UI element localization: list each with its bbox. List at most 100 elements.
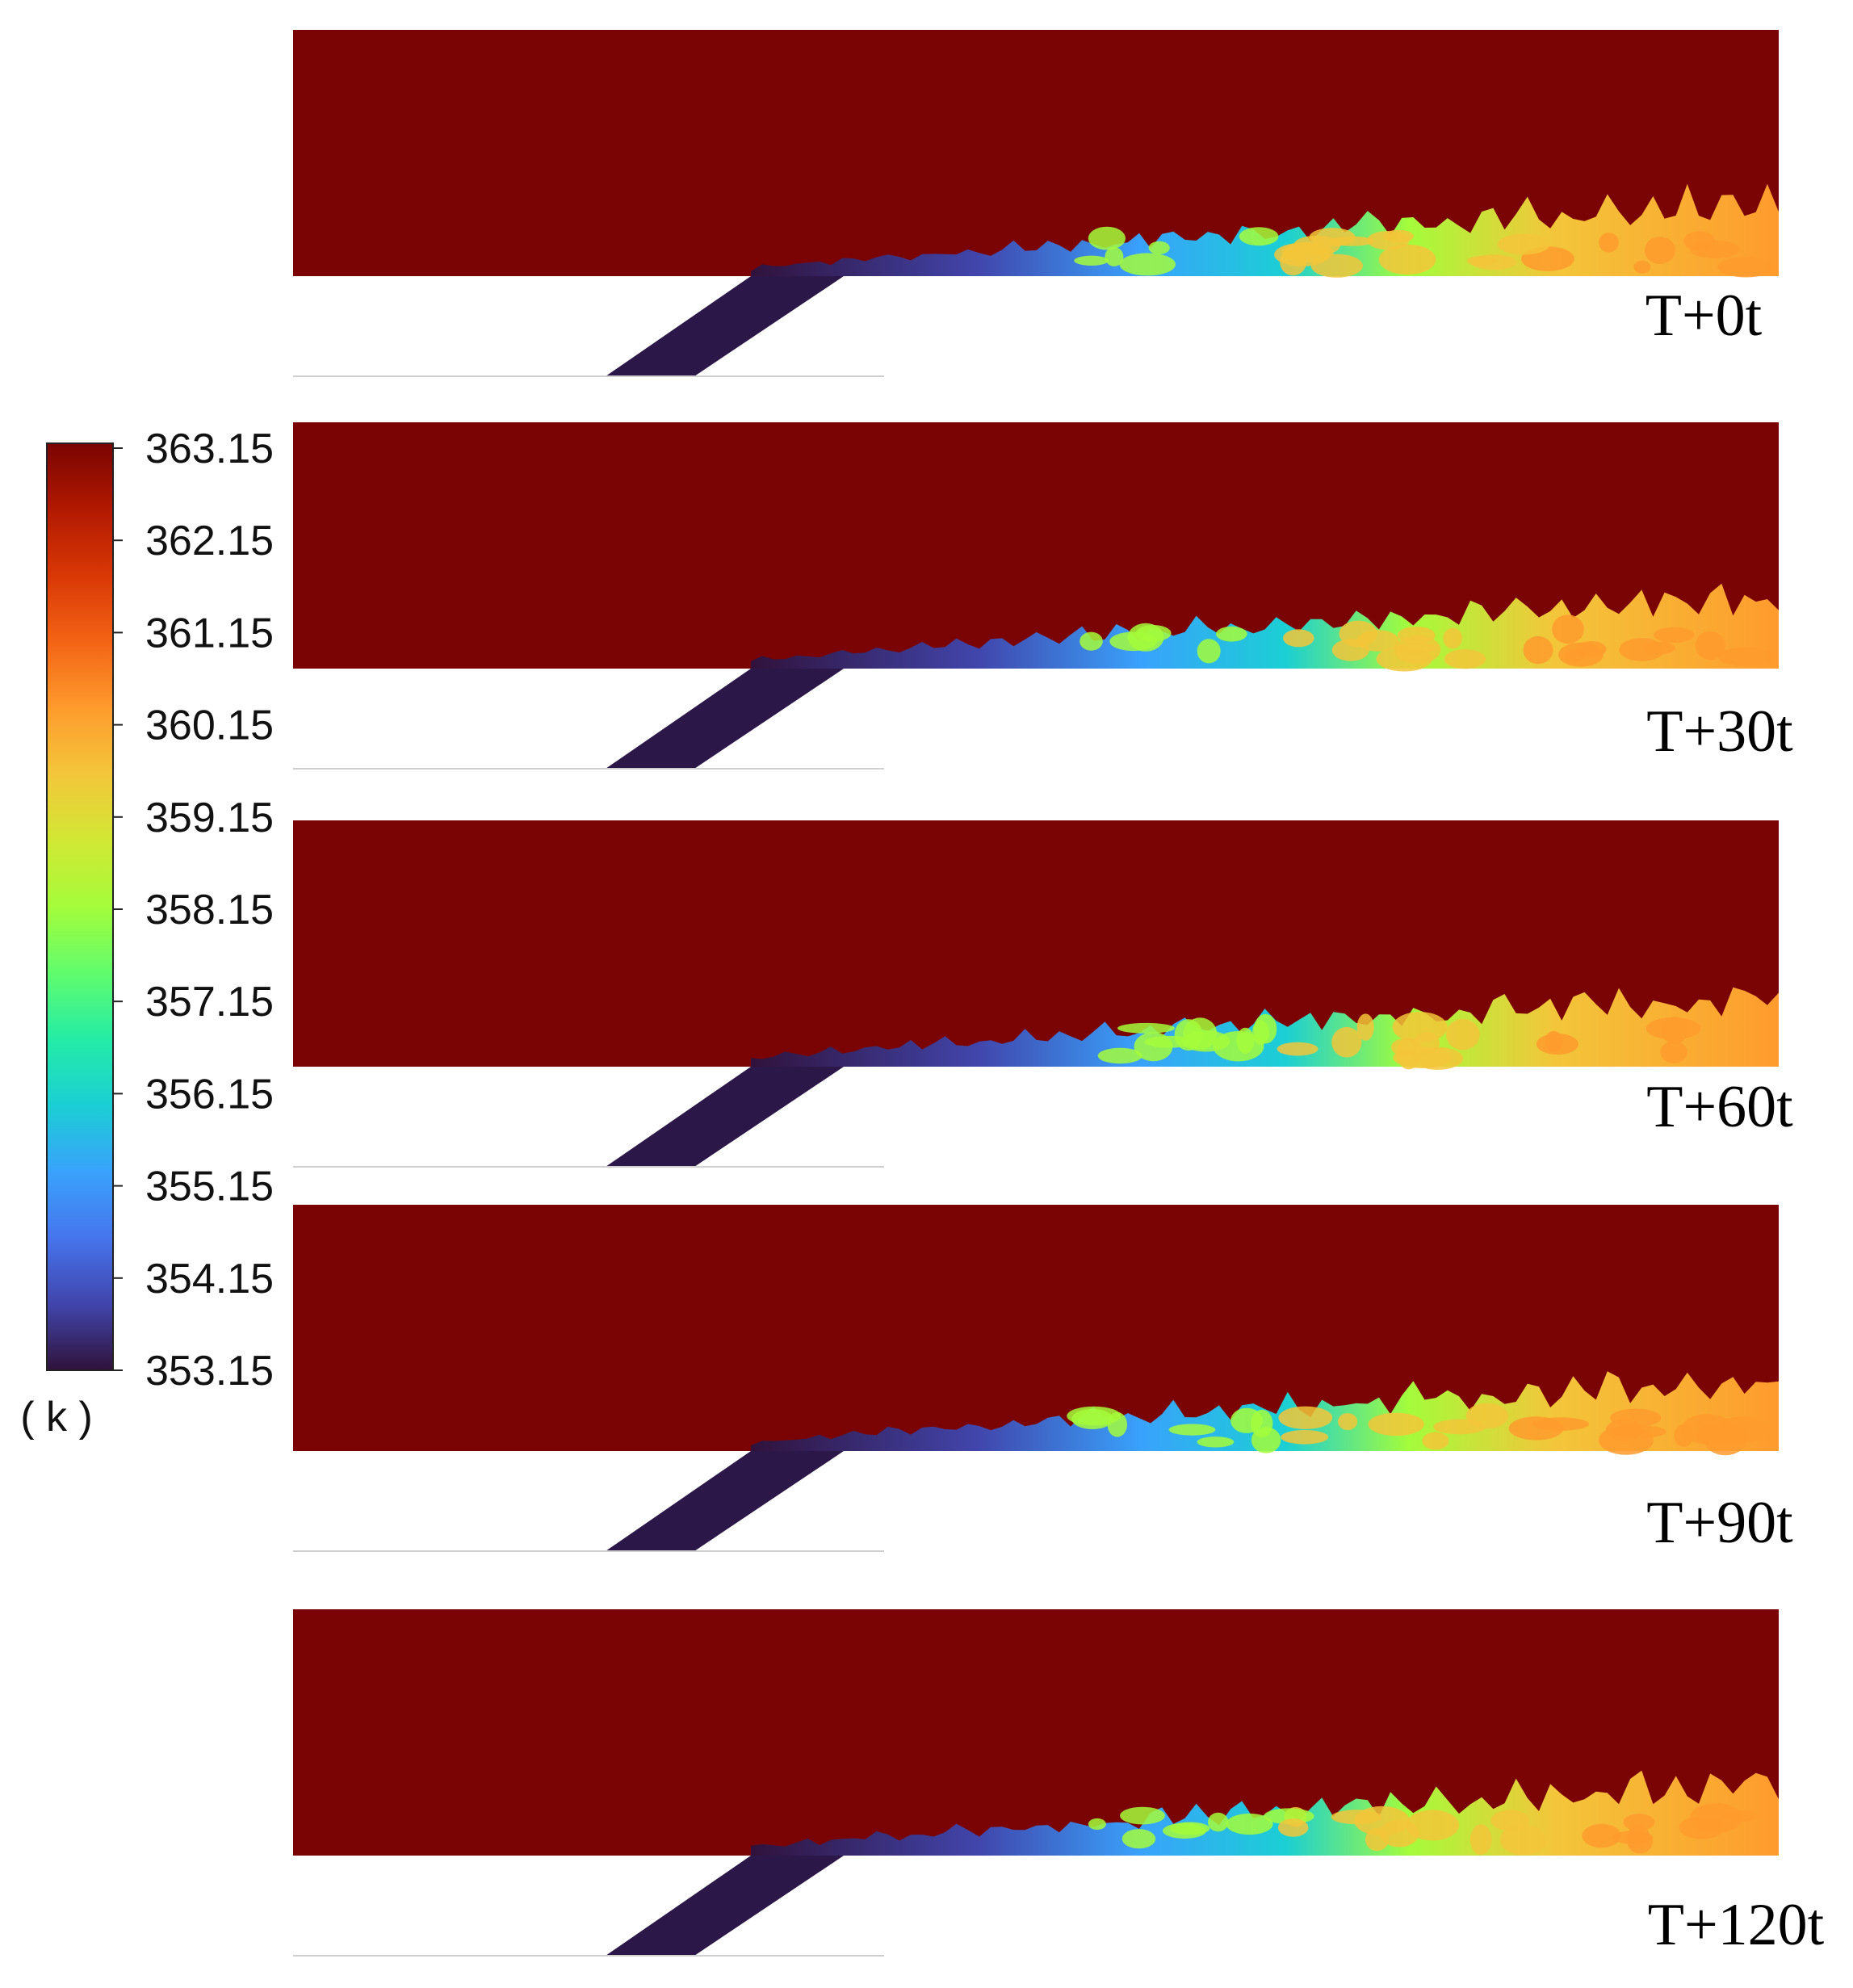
turbulent-eddy [1168, 1424, 1216, 1436]
turbulent-eddy [1120, 1806, 1165, 1825]
turbulent-eddy [1599, 233, 1619, 253]
turbulent-eddy [1378, 244, 1436, 275]
turbulent-eddy [1117, 1022, 1175, 1034]
time-label: T+30t [1646, 698, 1793, 765]
turbulent-eddy [1080, 631, 1103, 651]
colorbar-tick-label: 354.15 [145, 1256, 274, 1302]
time-label: T+90t [1646, 1490, 1793, 1556]
turbulent-eddy [1717, 647, 1775, 666]
turbulent-eddy [1536, 1033, 1578, 1055]
turbulent-eddy [1339, 620, 1377, 648]
turbulent-eddy [1422, 1432, 1449, 1450]
turbulent-eddy [1088, 226, 1126, 250]
turbulent-eddy [1674, 1424, 1694, 1447]
turbulent-eddy [1254, 1013, 1277, 1044]
turbulent-eddy [1633, 260, 1651, 274]
turbulent-eddy [1715, 1416, 1769, 1443]
turbulent-eddy [1397, 626, 1436, 644]
time-label: T+0t [1645, 283, 1763, 349]
turbulent-eddy [1508, 1416, 1564, 1441]
injector-channel [606, 1451, 844, 1551]
turbulent-eddy [1197, 639, 1221, 664]
colorbar-tick-label: 356.15 [145, 1071, 274, 1118]
turbulent-eddy [1446, 1018, 1480, 1051]
turbulent-eddy [1654, 627, 1695, 644]
turbulent-eddy [1500, 1824, 1547, 1856]
turbulent-eddy [1471, 254, 1516, 271]
turbulent-eddy [1067, 1406, 1121, 1426]
colorbar-tick-label: 353.15 [145, 1348, 274, 1395]
contour-panels: T+0t T+30t T+60t T+90t T+120t [293, 30, 1825, 1958]
turbulent-eddy [1695, 631, 1725, 661]
turbulent-eddy [1105, 246, 1124, 266]
turbulent-eddy [1239, 227, 1279, 246]
turbulent-eddy [1660, 1041, 1687, 1063]
turbulent-eddy [1354, 1806, 1410, 1836]
time-label: T+60t [1646, 1074, 1793, 1140]
turbulent-eddy [1119, 253, 1176, 276]
turbulent-eddy [1331, 1026, 1362, 1058]
turbulent-eddy [1197, 1436, 1235, 1448]
turbulent-eddy [1208, 1812, 1229, 1832]
injector-channel [606, 276, 844, 376]
turbulent-eddy [1216, 626, 1247, 642]
turbulent-eddy [1368, 1412, 1424, 1436]
turbulent-eddy [1088, 1818, 1106, 1831]
turbulent-eddy [1329, 236, 1374, 246]
injector-channel [606, 669, 844, 769]
turbulent-eddy [1163, 1822, 1206, 1839]
injector-channel [606, 1067, 844, 1167]
turbulent-eddy [1148, 241, 1170, 254]
turbulent-eddy [1097, 1047, 1142, 1064]
colorbar-unit: ( k ) [20, 1394, 93, 1441]
turbulent-eddy [1281, 1430, 1329, 1445]
colorbar-gradient [46, 442, 114, 1371]
contour-panel: T+0t [293, 30, 1779, 377]
colorbar-tick-label: 358.15 [145, 887, 274, 933]
turbulent-eddy [1582, 1823, 1621, 1848]
colorbar-tick-label: 360.15 [145, 703, 274, 749]
colorbar-ticks: 363.15 362.15 361.15 360.15 359.15 358.15 357.… [113, 426, 274, 1395]
turbulent-eddy [1523, 635, 1553, 665]
turbulent-eddy [1497, 233, 1550, 255]
colorbar: 363.15 362.15 361.15 360.15 359.15 358.15 357.… [20, 426, 274, 1441]
turbulent-eddy [1274, 242, 1331, 266]
turbulent-eddy [1642, 641, 1675, 655]
turbulent-eddy [1392, 1012, 1448, 1042]
turbulent-eddy [1627, 1830, 1653, 1854]
colorbar-tick-label: 361.15 [145, 610, 274, 656]
turbulent-eddy [1552, 614, 1584, 644]
contour-panel: T+90t [293, 1205, 1793, 1556]
turbulent-eddy [1465, 1403, 1508, 1429]
turbulent-eddy [1278, 1406, 1333, 1430]
contour-panel: T+60t [293, 820, 1793, 1168]
injector-channel [606, 1856, 844, 1956]
turbulent-eddy [1383, 229, 1414, 243]
cold-plume [751, 583, 1779, 669]
contour-panel: T+30t [293, 422, 1793, 770]
colorbar-tick-label: 355.15 [145, 1164, 274, 1210]
turbulent-eddy [1645, 1017, 1701, 1040]
turbulent-eddy [1690, 240, 1739, 259]
turbulent-eddy [1251, 1427, 1281, 1453]
turbulent-eddy [1444, 649, 1486, 669]
contour-panel: T+120t [293, 1609, 1825, 1958]
turbulent-eddy [1121, 1829, 1156, 1849]
turbulent-eddy [1393, 1046, 1452, 1068]
turbulent-eddy [1610, 1408, 1662, 1428]
turbulent-eddy [1226, 1813, 1273, 1835]
turbulent-eddy [1283, 629, 1314, 648]
colorbar-tick-label: 363.15 [145, 426, 274, 472]
colorbar-tick-label: 357.15 [145, 979, 274, 1025]
turbulent-eddy [1338, 1413, 1358, 1430]
turbulent-eddy [1277, 1818, 1309, 1837]
turbulent-eddy [1230, 1407, 1263, 1433]
turbulent-eddy [1074, 255, 1109, 266]
turbulent-eddy [1356, 1013, 1374, 1041]
turbulent-eddy [1443, 627, 1462, 649]
turbulent-eddy [1623, 1814, 1655, 1831]
time-label: T+120t [1648, 1892, 1825, 1958]
turbulent-eddy [1277, 1042, 1318, 1056]
turbulent-eddy [1236, 1027, 1255, 1054]
